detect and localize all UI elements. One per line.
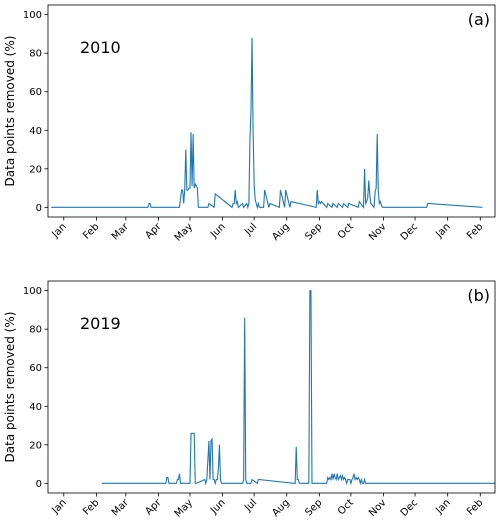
panel-label: (b) <box>467 286 490 305</box>
x-tick-label: Jun <box>208 497 228 517</box>
y-tick-label: 40 <box>29 402 42 413</box>
y-tick-label: 40 <box>29 126 42 137</box>
y-axis-label: Data points removed (%) <box>3 312 17 463</box>
x-tick-label: Oct <box>336 497 356 517</box>
x-tick-label: Nov <box>367 221 389 243</box>
x-tick-label: Apr <box>144 497 165 518</box>
y-tick-label: 60 <box>29 87 42 98</box>
x-tick-label: Dec <box>399 221 420 242</box>
x-tick-label: May <box>173 221 195 243</box>
y-tick-label: 0 <box>36 479 42 490</box>
x-tick-label: Jun <box>208 221 228 241</box>
x-tick-label: Nov <box>367 497 389 519</box>
year-annotation: 2019 <box>80 314 121 333</box>
year-annotation: 2010 <box>80 38 121 57</box>
y-tick-label: 100 <box>23 10 42 21</box>
x-tick-label: Aug <box>270 497 292 519</box>
x-tick-label: May <box>173 497 195 519</box>
y-tick-label: 20 <box>29 440 42 451</box>
chart-panel-1: 0 20 40 60 80 100 Jan Feb Mar Apr May Jun Jul Aug Sep O… <box>3 4 496 244</box>
x-tick-label: Mar <box>110 221 132 243</box>
series-line-1 <box>51 37 483 210</box>
x-tick-label: Aug <box>270 221 292 243</box>
x-tick-label: Oct <box>336 221 356 241</box>
panel-label: (a) <box>468 10 490 29</box>
x-tick-label: Jul <box>242 497 259 514</box>
x-tick-label: Jan <box>50 221 69 240</box>
y-tick-label: 80 <box>29 325 42 336</box>
series-line-1 <box>101 290 495 486</box>
x-tick-label: Apr <box>144 221 165 242</box>
axes-frame <box>47 280 496 494</box>
y-tick-label: 20 <box>29 164 42 175</box>
x-tick-label: Jan <box>50 497 69 516</box>
x-tick-label: Feb <box>465 221 485 241</box>
x-tick-label: Sep <box>303 221 324 242</box>
axes-frame <box>47 4 496 218</box>
x-tick-label: Jan <box>433 497 452 516</box>
y-tick-label: 60 <box>29 363 42 374</box>
x-tick-label: Dec <box>399 497 420 518</box>
x-tick-label: Jul <box>242 221 259 238</box>
chart-panel-2: 0 20 40 60 80 100 Jan Feb Mar Apr May Jun Jul Aug Sep O… <box>3 280 496 520</box>
x-tick-label: Mar <box>110 497 132 519</box>
y-tick-label: 100 <box>23 286 42 297</box>
y-axis-label: Data points removed (%) <box>3 36 17 187</box>
x-tick-label: Feb <box>81 221 101 241</box>
x-tick-label: Feb <box>81 497 101 517</box>
x-tick-label: Sep <box>303 497 324 518</box>
x-tick-label: Feb <box>465 497 485 517</box>
y-tick-label: 80 <box>29 49 42 60</box>
y-tick-label: 0 <box>36 203 42 214</box>
x-tick-label: Jan <box>433 221 452 240</box>
